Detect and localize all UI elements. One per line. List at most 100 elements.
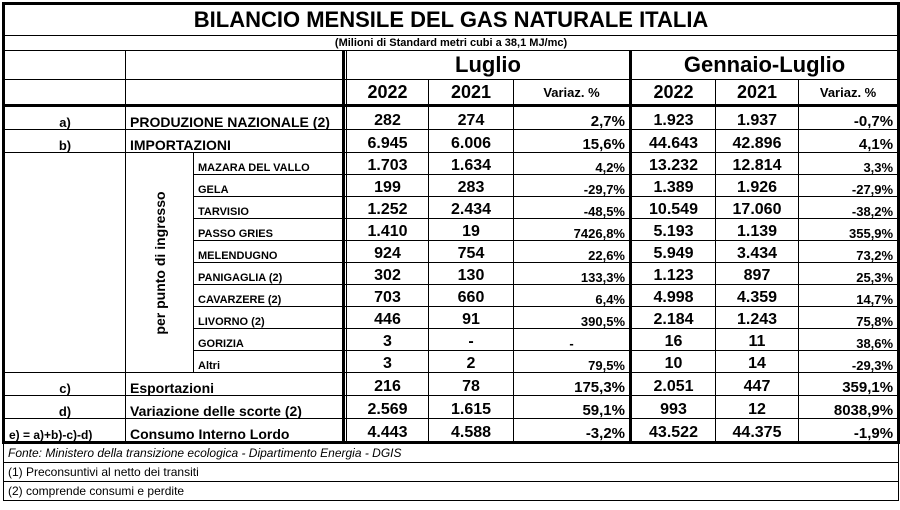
footnote-2: (2) comprende consumi e perdite <box>2 481 900 501</box>
header-range: Gennaio-Luglio <box>628 50 900 80</box>
month-2021: 660 <box>428 284 514 307</box>
range-var: 14,7% <box>797 284 900 307</box>
range-var: 38,6% <box>797 328 900 351</box>
table-row: LIVORNO (2) 446 91 390,5% 2.184 1.243 75… <box>4 306 900 329</box>
entry-label: MELENDUGNO <box>193 240 344 263</box>
entry-label: LIVORNO (2) <box>193 306 344 329</box>
table-row: GORIZIA 3 - - 16 11 38,6% <box>4 328 900 351</box>
range-var: -29,3% <box>797 350 900 373</box>
month-var: -48,5% <box>513 196 631 219</box>
entry-label: TARVISIO <box>193 196 344 219</box>
range-2021: 17.060 <box>715 196 799 219</box>
entry-label: GELA <box>193 174 344 197</box>
header-month-var: Variaz. % <box>513 79 631 106</box>
range-var: 75,8% <box>797 306 900 329</box>
range-2021: 1.937 <box>715 104 799 130</box>
month-2022: 282 <box>346 104 429 130</box>
vertical-label: per punto di ingresso <box>151 190 168 335</box>
range-var: -1,9% <box>797 418 900 444</box>
range-var: 73,2% <box>797 240 900 263</box>
month-2022: 446 <box>346 306 429 329</box>
entry-label: PASSO GRIES <box>193 218 344 241</box>
month-2022: 3 <box>346 328 429 351</box>
range-2022: 1.923 <box>629 104 716 130</box>
row-code: e) = a)+b)-c)-d) <box>2 418 126 444</box>
header-range-2021: 2021 <box>715 79 799 106</box>
month-2021: 1.634 <box>428 152 514 175</box>
range-2022: 2.184 <box>629 306 716 329</box>
range-2021: 12.814 <box>715 152 799 175</box>
month-var: 7426,8% <box>513 218 631 241</box>
month-var: 390,5% <box>513 306 631 329</box>
range-2022: 1.389 <box>629 174 716 197</box>
range-2022: 10 <box>629 350 716 373</box>
table-subtitle: (Milioni di Standard metri cubi a 38,1 M… <box>1 35 900 51</box>
table-row: PANIGAGLIA (2) 302 130 133,3% 1.123 897 … <box>4 262 900 285</box>
blank-cell <box>2 152 126 373</box>
table-row: MELENDUGNO 924 754 22,6% 5.949 3.434 73,… <box>4 240 900 263</box>
entry-label: GORIZIA <box>193 328 344 351</box>
month-2021: 4.588 <box>428 418 514 444</box>
month-2022: 1.252 <box>346 196 429 219</box>
range-var: 355,9% <box>797 218 900 241</box>
month-var: 2,7% <box>513 104 631 130</box>
balance-table: BILANCIO MENSILE DEL GAS NATURALE ITALIA… <box>1 2 900 501</box>
month-2022: 3 <box>346 350 429 373</box>
month-2022: 924 <box>346 240 429 263</box>
blank-cell <box>125 79 344 106</box>
table-row: a) PRODUZIONE NAZIONALE (2) 282 274 2,7%… <box>2 104 900 130</box>
month-var: 4,2% <box>513 152 631 175</box>
table-row: PASSO GRIES 1.410 19 7426,8% 5.193 1.139… <box>4 218 900 241</box>
row-code: d) <box>2 395 126 419</box>
entry-label: Altri <box>193 350 344 373</box>
entry-label: CAVARZERE (2) <box>193 284 344 307</box>
footnote-source: Fonte: Ministero della transizione ecolo… <box>2 442 900 463</box>
table-row: e) = a)+b)-c)-d) Consumo Interno Lordo 4… <box>2 418 900 444</box>
range-var: -0,7% <box>797 104 900 130</box>
table-title: BILANCIO MENSILE DEL GAS NATURALE ITALIA <box>1 2 900 36</box>
month-2021: 91 <box>428 306 514 329</box>
range-2021: 44.375 <box>715 418 799 444</box>
row-code: c) <box>2 372 126 396</box>
range-2022: 44.643 <box>629 129 716 153</box>
range-2022: 13.232 <box>629 152 716 175</box>
table-row: per punto di ingresso MAZARA DEL VALLO 1… <box>2 152 900 373</box>
table-row: b) IMPORTAZIONI 6.945 6.006 15,6% 44.643… <box>2 129 900 153</box>
month-2022: 1.410 <box>346 218 429 241</box>
month-2021: 2.434 <box>428 196 514 219</box>
range-2021: 14 <box>715 350 799 373</box>
range-var: -38,2% <box>797 196 900 219</box>
range-var: 8038,9% <box>797 395 900 419</box>
month-var: 22,6% <box>513 240 631 263</box>
range-2021: 12 <box>715 395 799 419</box>
range-2022: 2.051 <box>629 372 716 396</box>
month-2021: 2 <box>428 350 514 373</box>
range-2022: 4.998 <box>629 284 716 307</box>
header-range-2022: 2022 <box>629 79 716 106</box>
row-label: PRODUZIONE NAZIONALE (2) <box>125 104 344 130</box>
month-var: 15,6% <box>513 129 631 153</box>
row-label: Esportazioni <box>125 372 344 396</box>
table-row: d) Variazione delle scorte (2) 2.569 1.6… <box>2 395 900 419</box>
month-2022: 216 <box>346 372 429 396</box>
range-2022: 43.522 <box>629 418 716 444</box>
range-2021: 1.139 <box>715 218 799 241</box>
month-2022: 6.945 <box>346 129 429 153</box>
range-2022: 16 <box>629 328 716 351</box>
month-2021: 754 <box>428 240 514 263</box>
month-2021: 130 <box>428 262 514 285</box>
vertical-label-cell: per punto di ingresso <box>125 152 194 373</box>
blank-cell <box>2 50 126 80</box>
month-var: - <box>513 328 631 351</box>
range-2021: 4.359 <box>715 284 799 307</box>
range-var: 3,3% <box>797 152 900 175</box>
table-row: CAVARZERE (2) 703 660 6,4% 4.998 4.359 1… <box>4 284 900 307</box>
row-label: Variazione delle scorte (2) <box>125 395 344 419</box>
range-2022: 5.949 <box>629 240 716 263</box>
range-2021: 42.896 <box>715 129 799 153</box>
range-var: -27,9% <box>797 174 900 197</box>
table-row: TARVISIO 1.252 2.434 -48,5% 10.549 17.06… <box>4 196 900 219</box>
range-var: 4,1% <box>797 129 900 153</box>
header-range-var: Variaz. % <box>797 79 900 106</box>
range-var: 25,3% <box>797 262 900 285</box>
